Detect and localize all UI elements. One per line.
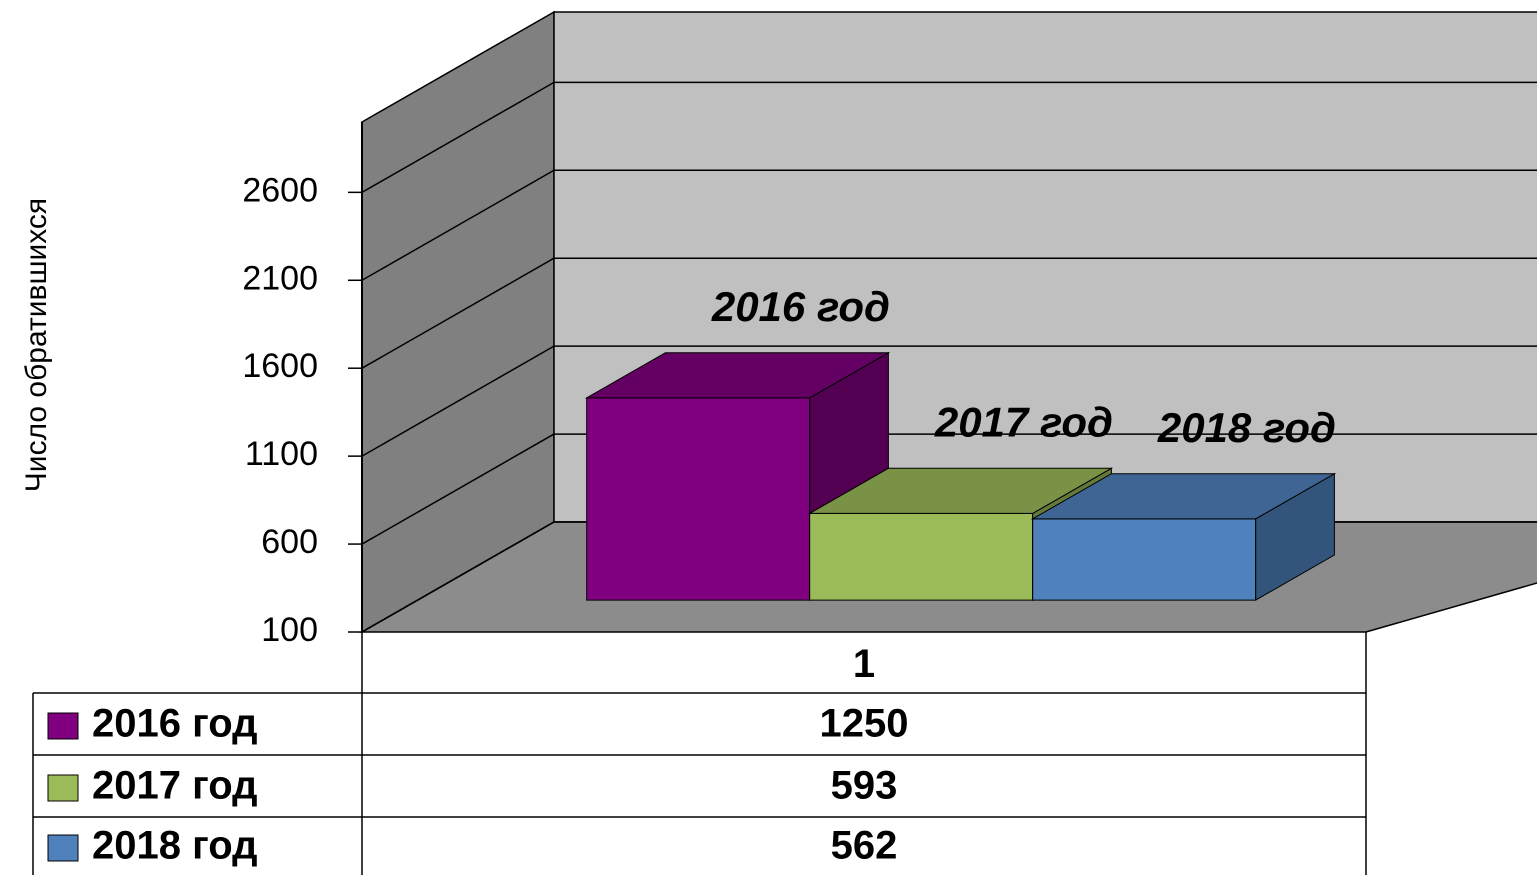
category-label: 1 xyxy=(853,642,875,686)
legend-key xyxy=(47,774,79,802)
bar-top xyxy=(584,352,891,399)
y-tick-label: 1600 xyxy=(242,347,318,385)
table-value: 1250 xyxy=(820,702,909,746)
grid-line xyxy=(361,81,555,193)
legend-label: 2018 год xyxy=(92,824,258,868)
grid-line xyxy=(361,433,555,545)
data-label: 2018 год xyxy=(1157,404,1336,451)
bar-front xyxy=(809,512,1034,601)
y-tick-label: 600 xyxy=(261,523,318,561)
grid-line xyxy=(361,521,555,633)
y-axis-title: Число обратившихся xyxy=(20,198,53,492)
table-value: 593 xyxy=(831,764,898,808)
y-tick-label: 2600 xyxy=(242,171,318,209)
legend-label: 2016 год xyxy=(92,702,258,746)
legend-label: 2017 год xyxy=(92,764,258,808)
bar xyxy=(1030,472,1337,601)
data-label: 2017 год xyxy=(934,398,1113,445)
y-tick-label: 100 xyxy=(261,611,318,649)
y-tick-label: 1100 xyxy=(245,435,318,473)
y-tick-label: 2100 xyxy=(242,259,318,297)
grid-line xyxy=(361,169,555,281)
legend-key xyxy=(47,834,79,862)
table-value: 562 xyxy=(831,824,898,868)
grid-line xyxy=(361,257,555,369)
bar-front xyxy=(586,397,811,601)
bar-top xyxy=(807,467,1114,514)
bar-front xyxy=(1032,518,1257,601)
bar-top xyxy=(1030,473,1337,520)
legend-key xyxy=(47,712,79,740)
grid-line xyxy=(361,345,555,457)
data-label: 2016 год xyxy=(711,283,890,330)
